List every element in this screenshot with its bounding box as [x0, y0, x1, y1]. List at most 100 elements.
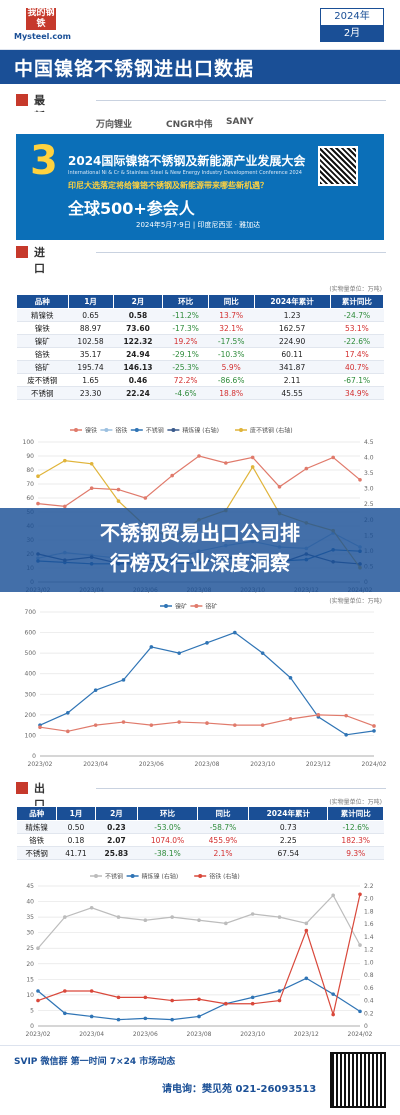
- sponsor-logo: 万向锂业: [96, 120, 133, 130]
- import-table: 品种 1月 2月 环比 同比 2024年累计 累计同比 精镍铁 0.65 0.58 -11.2% 13…: [16, 294, 385, 400]
- table-cell: 341.87: [254, 360, 331, 374]
- table-cell: -86.6%: [208, 373, 254, 387]
- date-month: 2月: [321, 25, 383, 42]
- x-tick-label: 2023/04: [83, 761, 108, 768]
- table-cell: 32.1%: [208, 321, 254, 335]
- svip-promo[interactable]: SVIP 微信群 第一时间 7×24 市场动态: [14, 1057, 176, 1067]
- table-cell: 0.23: [95, 820, 138, 834]
- unit-note: (实物量单位：万吨): [329, 286, 382, 293]
- legend-marker: [74, 428, 78, 432]
- section-label: 进口: [34, 246, 45, 275]
- x-tick-label: 2023/02: [28, 761, 53, 768]
- legend-marker: [134, 428, 139, 432]
- data-point: [116, 499, 121, 503]
- data-point: [250, 1001, 255, 1006]
- legend-label: 不锈钢: [146, 427, 164, 435]
- table-cell: 102.58: [68, 334, 114, 348]
- x-tick-label: 2023/12: [294, 1031, 319, 1038]
- table-cell: 不锈钢: [16, 386, 69, 400]
- y2-tick-label: 1.4: [364, 934, 374, 941]
- data-point: [316, 713, 321, 717]
- page-title: 中国镍铬不锈钢进出口数据: [14, 58, 255, 80]
- table-cell: 23.30: [68, 386, 114, 400]
- y-tick-label: 35: [26, 914, 34, 921]
- data-point: [224, 921, 228, 926]
- y-tick-label: 15: [26, 976, 34, 983]
- table-cell: -12.6%: [327, 820, 384, 834]
- x-tick-label: 2023/06: [139, 761, 164, 768]
- y2-tick-label: 0.2: [364, 1010, 374, 1017]
- data-point: [36, 998, 40, 1003]
- data-point: [277, 989, 282, 993]
- legend-marker: [130, 874, 135, 878]
- x-tick-label: 2023/04: [79, 1031, 104, 1038]
- series-line: [37, 894, 361, 1017]
- table-row: 废不锈钢 1.65 0.46 72.2% -86.6% 2.11 -67.1%: [16, 373, 384, 387]
- table-cell: 镍矿: [16, 334, 69, 348]
- data-point: [277, 998, 282, 1003]
- promo-overlay[interactable]: 不锈钢贸易出口公司排 行榜及行业深度洞察: [0, 508, 400, 592]
- table-row: 铬矿 195.74 146.13 -25.3% 5.9% 341.87 40.7%: [16, 360, 384, 374]
- banner-title: 2024国际镍铬不锈钢及新能源产业发展大会: [68, 154, 306, 168]
- table-cell: 1.23: [254, 308, 331, 322]
- y-tick-label: 80: [26, 467, 34, 474]
- y-tick-label: 300: [25, 691, 37, 698]
- legend-marker: [164, 604, 168, 608]
- table-row: 不锈钢 23.30 22.24 -4.6% 18.8% 45.55 34.9%: [16, 386, 384, 400]
- section-marker-icon: [16, 246, 28, 258]
- data-point: [143, 995, 148, 1000]
- y2-tick-label: 2.0: [364, 896, 374, 903]
- x-tick-label: 2024/02: [348, 1031, 373, 1038]
- data-point: [36, 989, 40, 993]
- y-tick-label: 500: [25, 650, 37, 657]
- y-tick-label: 20: [26, 961, 34, 968]
- table-header-cell: 环比: [162, 294, 209, 309]
- data-point: [38, 725, 42, 729]
- y-tick-label: 400: [25, 671, 37, 678]
- table-cell: -67.1%: [330, 373, 384, 387]
- date-badge: 2024年 2月: [320, 8, 384, 42]
- y-tick-label: 60: [26, 495, 34, 502]
- table-cell: 0.73: [248, 820, 328, 834]
- promo-text: 不锈钢贸易出口公司排 行榜及行业深度洞察: [0, 518, 400, 578]
- y2-tick-label: 2.5: [364, 501, 374, 508]
- table-cell: 146.13: [113, 360, 163, 374]
- table-cell: 41.71: [56, 846, 96, 860]
- legend-label: 铬铁 (右轴): [209, 873, 240, 881]
- table-header-cell: 1月: [67, 294, 114, 309]
- legend-label: 精炼镍 (右轴): [142, 873, 179, 881]
- y-tick-label: 600: [25, 630, 37, 637]
- event-banner[interactable]: 万向锂业 CNGR中伟 SANY 3 2024国际镍铬不锈钢及新能源产业发展大会…: [16, 112, 384, 240]
- table-header-cell: 同比: [196, 806, 250, 821]
- data-point: [250, 912, 255, 916]
- data-point: [66, 729, 70, 734]
- table-cell: 2.07: [95, 833, 138, 847]
- table-row: 镍铁 88.97 73.60 -17.3% 32.1% 162.57 53.1%: [16, 321, 384, 335]
- data-point: [304, 976, 309, 981]
- table-cell: -38.1%: [137, 846, 198, 860]
- table-header-cell: 品种: [16, 294, 69, 309]
- sponsor-logos: 万向锂业 CNGR中伟 SANY: [16, 112, 384, 134]
- table-cell: 1.65: [68, 373, 114, 387]
- legend-label: 镍矿: [175, 603, 187, 611]
- data-point: [288, 717, 293, 721]
- y-tick-label: 700: [25, 609, 37, 616]
- y-tick-label: 5: [30, 1007, 34, 1014]
- mysteel-logo[interactable]: 我的钢铁 Mysteel.com: [14, 8, 71, 42]
- table-cell: 1074.0%: [137, 833, 198, 847]
- data-point: [277, 915, 282, 919]
- legend-marker: [198, 874, 203, 878]
- table-header-cell: 环比: [137, 806, 198, 821]
- table-cell: 2.25: [248, 833, 328, 847]
- table-cell: -24.7%: [330, 308, 384, 322]
- promo-line: 行榜及行业深度洞察: [110, 551, 290, 575]
- table-cell: -53.0%: [137, 820, 198, 834]
- x-tick-label: 2023/12: [306, 761, 331, 768]
- table-cell: 24.94: [113, 347, 163, 361]
- data-point: [89, 486, 94, 490]
- table-cell: 5.9%: [208, 360, 254, 374]
- table-cell: 铬铁: [16, 347, 69, 361]
- table-cell: 精镍铁: [16, 308, 69, 322]
- table-header-row: 品种 1月 2月 环比 同比 2024年累计 累计同比: [16, 294, 385, 309]
- data-point: [277, 485, 282, 489]
